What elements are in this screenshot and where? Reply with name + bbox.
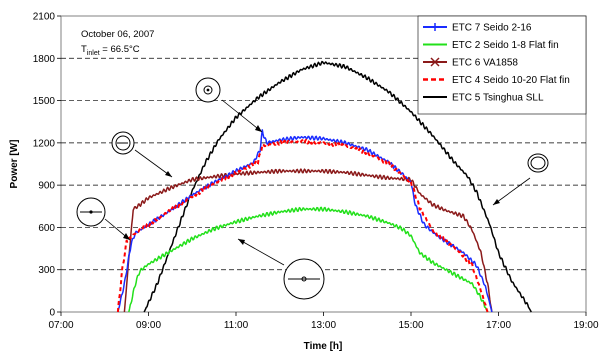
arrowhead-etc2	[238, 239, 245, 245]
x-tick-label: 19:00	[573, 320, 598, 331]
tube-icon-inner-ring	[530, 156, 546, 170]
tinlet-sub: inlet	[87, 50, 100, 57]
legend-label: ETC 6 VA1858	[452, 58, 518, 69]
tinlet-suffix: = 66.5°C	[100, 44, 140, 55]
y-tick-label: 1800	[33, 54, 56, 65]
legend-label: ETC 2 Seido 1-8 Flat fin	[452, 40, 559, 51]
legend-marker	[430, 57, 440, 67]
pointer-arrow-etc6	[134, 149, 173, 178]
tube-icon-pipe	[206, 88, 210, 92]
legend-item: ETC 7 Seido 2-16	[423, 23, 532, 34]
x-tick-label: 07:00	[48, 320, 73, 331]
legend-item: ETC 4 Seido 10-20 Flat fin	[423, 75, 570, 86]
legend-label: ETC 5 Tsinghua SLL	[452, 93, 544, 104]
y-tick-label: 2100	[33, 12, 56, 23]
axes: 0 300 600 900 1200 1500 1800 2100 07:00 09:00 11:0…	[33, 12, 599, 332]
tube-icon-sll	[527, 153, 549, 173]
series-layer	[116, 60, 532, 313]
legend-item: ETC 5 Tsinghua SLL	[423, 93, 544, 104]
y-axis-title: Power [W]	[9, 140, 20, 189]
series-line	[123, 168, 493, 313]
legend-label: ETC 7 Seido 2-16	[452, 23, 532, 34]
legend-label: ETC 4 Seido 10-20 Flat fin	[452, 75, 570, 86]
x-axis-title: Time [h]	[304, 341, 343, 352]
legend-item: ETC 2 Seido 1-8 Flat fin	[423, 40, 559, 51]
annotation-date: October 06, 2007	[81, 29, 154, 40]
y-tick-label: 0	[49, 308, 55, 319]
pointer-arrow-etc7	[221, 99, 263, 133]
y-tick-label: 900	[38, 181, 55, 192]
tube-icon-coaxial	[195, 77, 221, 103]
x-tick-label: 09:00	[136, 320, 161, 331]
pointer-arrow-etc2	[237, 238, 285, 266]
series-line	[128, 206, 489, 313]
tube-icon-pipe	[89, 210, 93, 214]
tube-icon-large-flat-fin	[283, 258, 325, 300]
arrowhead-etc7	[255, 125, 262, 132]
y-tick-label: 1500	[33, 96, 56, 107]
pointer-arrow-etc5	[492, 177, 531, 206]
x-tick-label: 15:00	[398, 320, 423, 331]
annotation-tinlet: Tinlet = 66.5°C	[81, 44, 140, 57]
tube-icon-inner-ring	[203, 85, 213, 95]
x-tick-label: 17:00	[486, 320, 511, 331]
tube-icon-small-double	[111, 131, 135, 155]
x-tick-label: 13:00	[311, 320, 336, 331]
series-line	[143, 60, 532, 313]
arrowhead-etc4	[123, 233, 130, 240]
tube-icon-inner-ring	[115, 135, 131, 151]
arrowhead-etc5	[493, 199, 500, 205]
tube-icon-flat-fin	[76, 197, 106, 227]
x-tick-label: 11:00	[224, 320, 249, 331]
tube-icon-pipe	[301, 276, 307, 282]
y-tick-label: 600	[38, 223, 55, 234]
tinlet-prefix: T	[81, 44, 87, 55]
arrowhead-etc6	[165, 171, 172, 177]
series-line	[116, 138, 489, 313]
y-tick-label: 300	[38, 265, 55, 276]
y-tick-label: 1200	[33, 138, 56, 149]
legend-item: ETC 6 VA1858	[423, 57, 518, 69]
legend: ETC 7 Seido 2-16 ETC 2 Seido 1-8 Flat fin…	[417, 15, 587, 115]
